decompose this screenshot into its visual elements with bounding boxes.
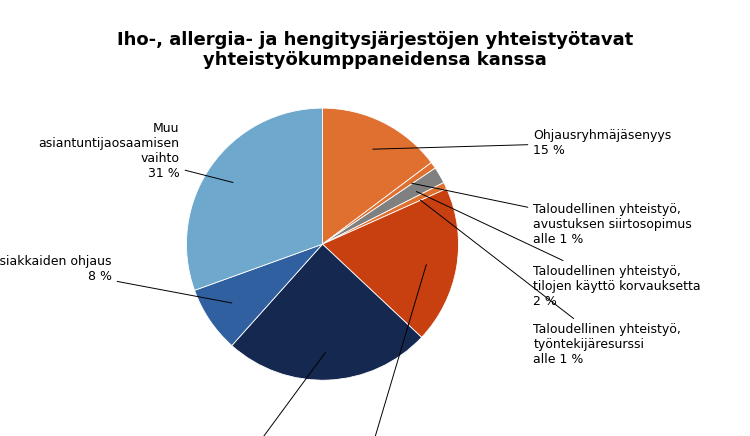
Text: Taloudellinen yhteistyö,
tilojen käyttö korvauksetta
2 %: Taloudellinen yhteistyö, tilojen käyttö … [416,191,701,307]
Wedge shape [322,163,435,244]
Text: Asiakkaiden ohjaus
8 %: Asiakkaiden ohjaus 8 % [0,255,232,303]
Wedge shape [322,183,447,244]
Wedge shape [232,244,422,380]
Text: Taloudellinen yhteistyö,
työntekijäresurssi
alle 1 %: Taloudellinen yhteistyö, työntekijäresur… [421,200,681,366]
Text: Ohjausryhmäjäsenyys
15 %: Ohjausryhmäjäsenyys 15 % [373,129,671,157]
Wedge shape [322,189,458,337]
Text: Muu
asiantuntijaosaamisen
vaihto
31 %: Muu asiantuntijaosaamisen vaihto 31 % [39,122,233,183]
Text: Iho-, allergia- ja hengitysjärjestöjen yhteistyötavat
yhteistyökumppaneidensa ka: Iho-, allergia- ja hengitysjärjestöjen y… [117,31,633,69]
Wedge shape [322,108,431,244]
Wedge shape [322,168,444,244]
Wedge shape [194,244,322,346]
Text: Taloudellinen yhteistyö,
avustuksen siirtosopimus
alle 1 %: Taloudellinen yhteistyö, avustuksen siir… [412,183,692,246]
Text: Viestinnällinen
yhteistyö
25 %: Viestinnällinen yhteistyö 25 % [188,352,326,436]
Text: Tapahtumien
järjestämisyhteistyö
19 %: Tapahtumien järjestämisyhteistyö 19 % [300,265,427,436]
Wedge shape [187,108,322,290]
